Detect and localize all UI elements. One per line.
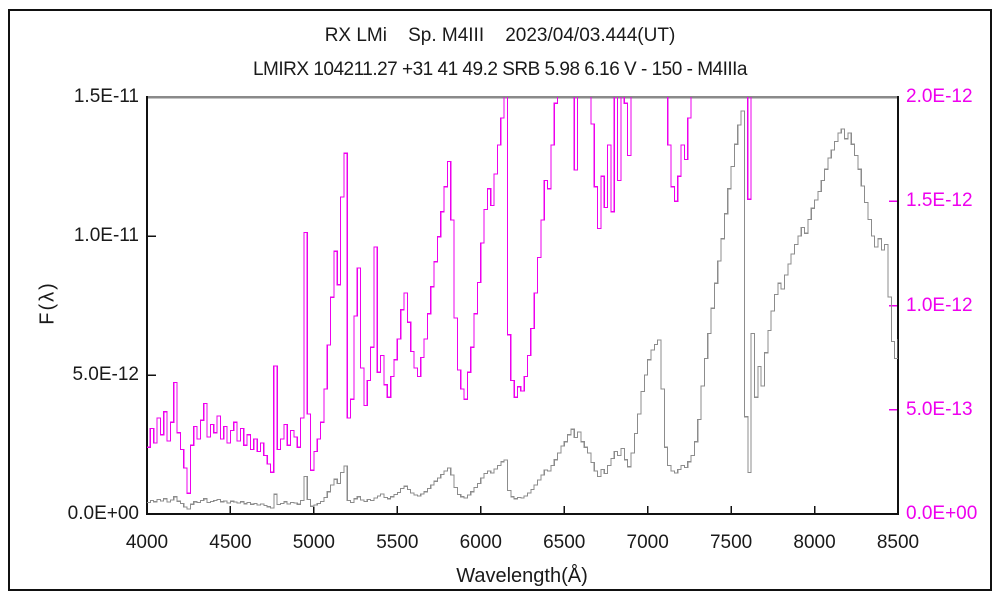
left-axis-tick-label: 0.0E+00 (67, 503, 139, 524)
x-axis-tick-label: 6000 (459, 532, 502, 553)
chart-title-line2: LMIRX 104211.27 +31 41 49.2 SRB 5.98 6.1… (252, 59, 748, 80)
spectrum-magenta-trace (147, 97, 752, 494)
left-axis-tick-label: 5.0E-12 (72, 364, 139, 385)
x-axis-tick-label: 8500 (876, 532, 920, 553)
right-axis-tick-label: 0.0E+00 (906, 503, 978, 524)
x-axis-tick-label: 5500 (376, 532, 419, 553)
right-axis-tick-label: 5.0E-13 (906, 398, 973, 420)
x-axis-tick-label: 5000 (292, 532, 336, 553)
chart-title-line1: RX LMi Sp. M4III 2023/04/03.444(UT) (324, 25, 676, 46)
x-axis-label: Wavelength(Å) (456, 565, 588, 587)
x-axis-tick-label: 4500 (209, 532, 252, 553)
spectrum-gray-trace (147, 110, 898, 510)
right-axis-tick-label: 1.5E-12 (906, 190, 973, 212)
right-axis-tick-label: 2.0E-12 (906, 86, 973, 107)
outer-border (8, 9, 992, 591)
left-axis-tick-label: 1.5E-11 (73, 86, 139, 107)
x-axis-tick-label: 4000 (125, 532, 169, 553)
x-axis-tick-label: 7000 (626, 532, 669, 553)
x-axis-tick-label: 6500 (543, 532, 586, 553)
right-axis-tick-label: 1.0E-12 (906, 294, 973, 316)
left-axis-tick-label: 1.0E-11 (73, 225, 139, 246)
x-axis-tick-label: 8000 (793, 532, 836, 553)
x-axis-tick-label: 7500 (709, 532, 753, 553)
axis-tick-marks (148, 200, 897, 513)
